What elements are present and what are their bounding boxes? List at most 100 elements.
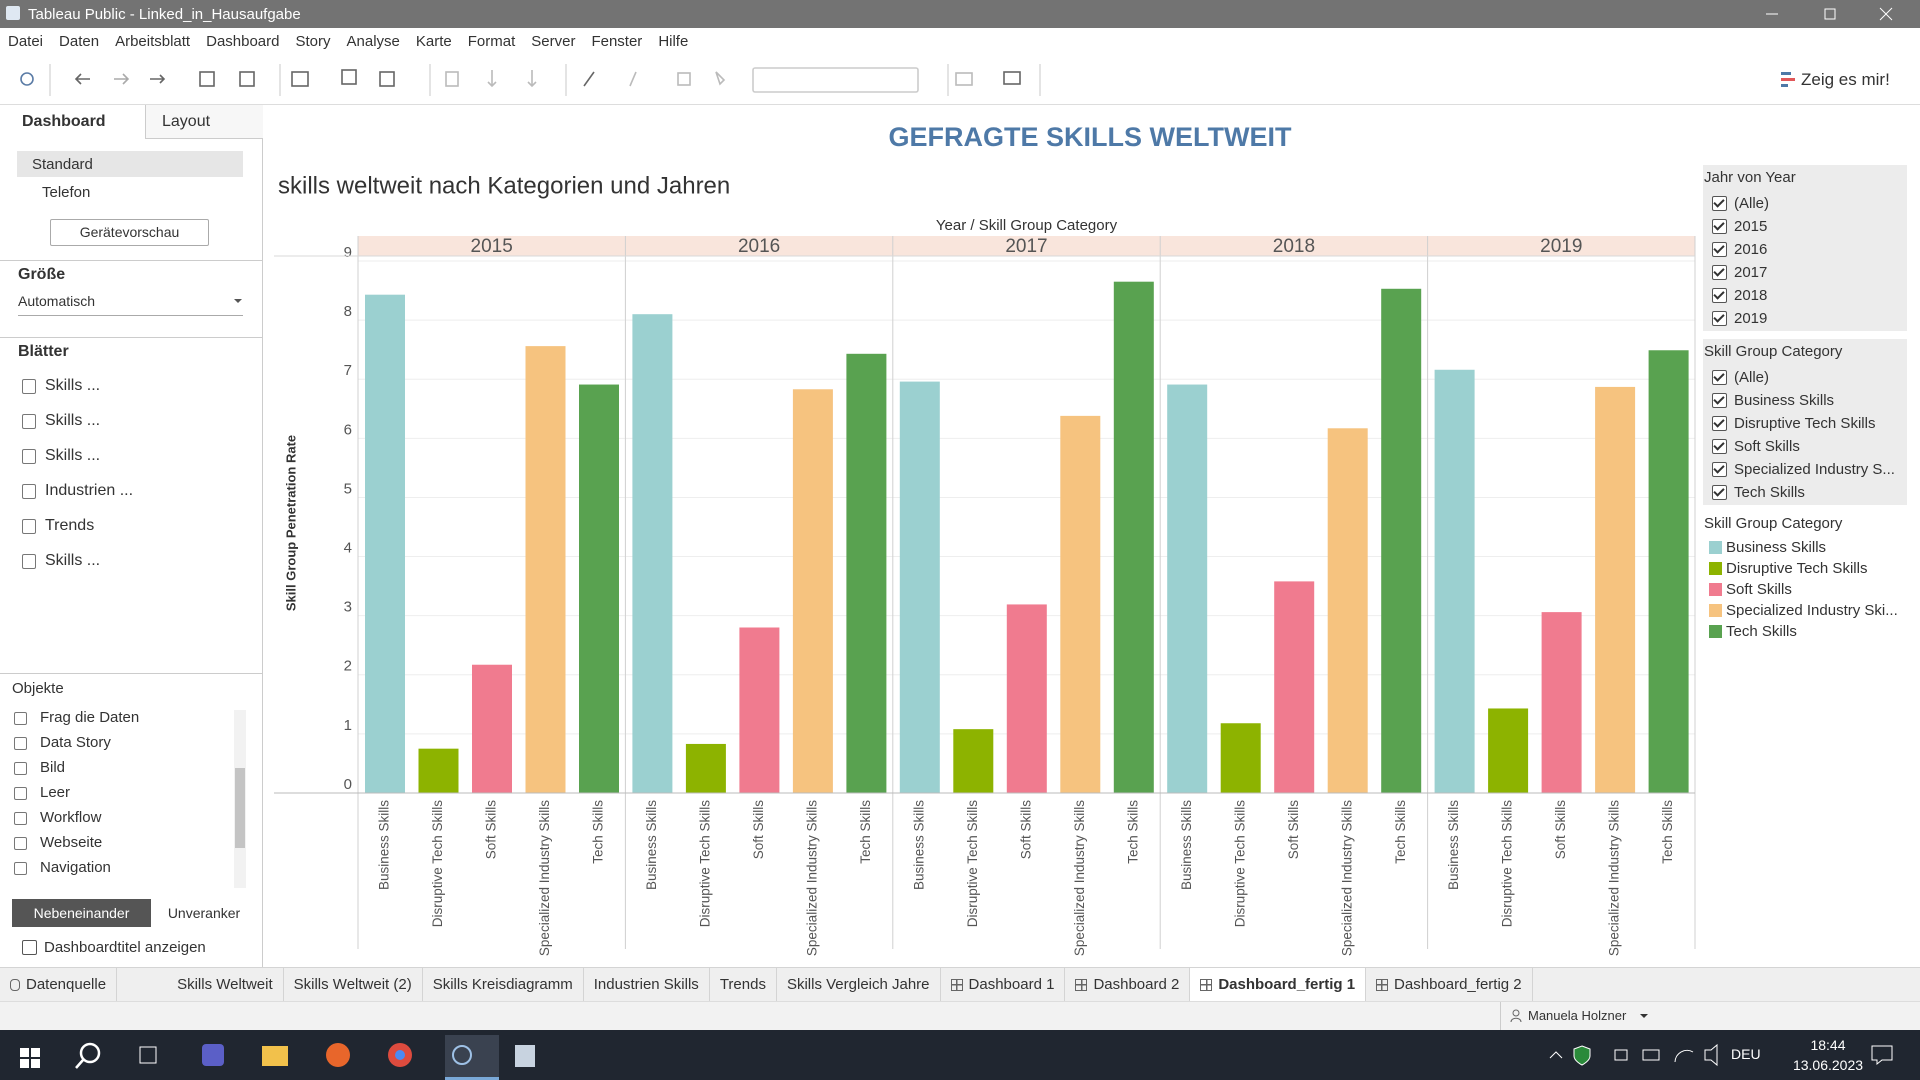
sidebar-tab[interactable]: Dashboard xyxy=(22,113,106,130)
filter-checkbox[interactable] xyxy=(1712,416,1727,431)
sheet-item[interactable]: Industrien ... xyxy=(45,482,134,499)
sheet-tab[interactable]: Skills Vergleich Jahre xyxy=(777,968,941,1001)
tab-label[interactable]: Dashboard_fertig 2 xyxy=(1394,976,1522,993)
menu-item[interactable]: Format xyxy=(467,33,516,50)
menu-item[interactable]: Arbeitsblatt xyxy=(115,33,191,50)
filter-checkbox[interactable] xyxy=(1712,370,1727,385)
menu-item[interactable]: Story xyxy=(295,33,331,50)
tray-icons[interactable] xyxy=(1545,1042,1735,1068)
filter-item[interactable]: 2019 xyxy=(1734,310,1768,327)
bar xyxy=(1060,415,1101,793)
x-tick-label: Business Skills xyxy=(1179,800,1194,890)
clock-date[interactable]: 13.06.2023 xyxy=(1792,1057,1864,1073)
language[interactable]: DEU xyxy=(1731,1046,1761,1062)
bar xyxy=(472,664,512,793)
sheet-item[interactable]: Skills ... xyxy=(45,552,101,569)
filter-item[interactable]: Business Skills xyxy=(1734,392,1835,409)
layout-button[interactable]: Unveranker xyxy=(167,905,241,921)
tab-label[interactable]: Skills Weltweit xyxy=(177,976,273,993)
user-name[interactable]: Manuela Holzner xyxy=(1528,1008,1627,1023)
object-item[interactable]: Webseite xyxy=(40,834,103,851)
sheet-tab[interactable]: Skills Weltweit (2) xyxy=(284,968,423,1001)
legend-item[interactable]: Specialized Industry Ski... xyxy=(1726,602,1898,619)
legend-item[interactable]: Soft Skills xyxy=(1726,581,1792,598)
size-dropdown[interactable]: Automatisch xyxy=(18,293,243,316)
tab-label[interactable]: Dashboard 1 xyxy=(968,976,1055,993)
menu-item[interactable]: Hilfe xyxy=(658,33,689,50)
filter-item[interactable]: Disruptive Tech Skills xyxy=(1734,415,1876,432)
tab-label[interactable]: Dashboard 2 xyxy=(1093,976,1180,993)
filter-checkbox[interactable] xyxy=(1712,462,1727,477)
checkbox[interactable] xyxy=(22,940,37,955)
filter-item[interactable]: (Alle) xyxy=(1734,369,1770,386)
clock-time[interactable]: 18:44 xyxy=(1810,1037,1846,1053)
sheet-tab[interactable]: Industrien Skills xyxy=(584,968,710,1001)
filter-checkbox[interactable] xyxy=(1712,485,1727,500)
sheet-tab[interactable]: Dashboard 2 xyxy=(1065,968,1191,1001)
object-item[interactable]: Navigation xyxy=(40,859,111,876)
device-preview-button[interactable]: Gerätevorschau xyxy=(50,219,209,246)
legend-item[interactable]: Business Skills xyxy=(1726,539,1827,556)
window-controls[interactable] xyxy=(1740,0,1920,28)
sheet-tab[interactable]: Dashboard 1 xyxy=(941,968,1066,1001)
layout-button[interactable]: Nebeneinander xyxy=(12,899,151,927)
sidebar-tab[interactable]: Layout xyxy=(162,113,211,130)
tab-label[interactable]: Trends xyxy=(719,976,766,993)
filter-item[interactable]: (Alle) xyxy=(1734,195,1770,212)
filter-item[interactable]: Specialized Industry S... xyxy=(1734,461,1895,478)
sheet-tab[interactable]: Dashboard_fertig 2 xyxy=(1366,968,1533,1001)
menu-item[interactable]: Datei xyxy=(8,33,44,50)
filter-checkbox[interactable] xyxy=(1712,196,1727,211)
object-item[interactable]: Leer xyxy=(40,784,71,801)
object-item[interactable]: Workflow xyxy=(40,809,102,826)
legend-item[interactable]: Tech Skills xyxy=(1726,623,1797,640)
object-item[interactable]: Frag die Daten xyxy=(40,709,140,726)
filter-checkbox[interactable] xyxy=(1712,311,1727,326)
filter-checkbox[interactable] xyxy=(1712,393,1727,408)
device-option[interactable]: Telefon xyxy=(42,184,91,201)
legend-item[interactable]: Disruptive Tech Skills xyxy=(1726,560,1868,577)
sheet-tab[interactable]: Trends xyxy=(710,968,777,1001)
filter-checkbox[interactable] xyxy=(1712,439,1727,454)
tab-label[interactable]: Skills Weltweit (2) xyxy=(293,976,412,993)
filter-item[interactable]: 2016 xyxy=(1734,241,1768,258)
filter-checkbox[interactable] xyxy=(1712,288,1727,303)
object-item[interactable]: Data Story xyxy=(40,734,111,751)
tab-label[interactable]: Industrien Skills xyxy=(593,976,699,993)
filter-item[interactable]: 2018 xyxy=(1734,287,1768,304)
scrollbar[interactable] xyxy=(234,710,246,888)
object-item[interactable]: Bild xyxy=(40,759,66,776)
notification-icon[interactable] xyxy=(1870,1044,1894,1066)
object-icon xyxy=(14,812,27,825)
menu-item[interactable]: Fenster xyxy=(591,33,643,50)
tab-label[interactable]: Skills Kreisdiagramm xyxy=(432,976,573,993)
menu-item[interactable]: Analyse xyxy=(346,33,400,50)
sheet-tab[interactable]: Dashboard_fertig 1 xyxy=(1190,968,1367,1001)
filter-item[interactable]: 2017 xyxy=(1734,264,1768,281)
tab-label[interactable]: Dashboard_fertig 1 xyxy=(1218,976,1356,993)
filter-checkbox[interactable] xyxy=(1712,219,1727,234)
filter-checkbox[interactable] xyxy=(1712,242,1727,257)
device-option[interactable]: Standard xyxy=(32,156,93,173)
tab-label[interactable]: Skills Vergleich Jahre xyxy=(786,976,930,993)
scrollbar-thumb[interactable] xyxy=(235,768,245,848)
menu-item[interactable]: Karte xyxy=(415,33,452,50)
menu-item[interactable]: Dashboard xyxy=(206,33,280,50)
menu-item[interactable]: Server xyxy=(531,33,576,50)
toolbar-icons[interactable] xyxy=(0,56,1100,104)
filter-item[interactable]: 2015 xyxy=(1734,218,1768,235)
sheet-tab[interactable]: Datenquelle xyxy=(0,968,118,1001)
taskbar-icons[interactable] xyxy=(0,1030,560,1080)
sheet-item[interactable]: Trends xyxy=(45,517,95,534)
sheet-tab[interactable]: Skills Kreisdiagramm xyxy=(423,968,584,1001)
filter-item[interactable]: Soft Skills xyxy=(1734,438,1800,455)
sheet-item[interactable]: Skills ... xyxy=(45,377,101,394)
sheet-item[interactable]: Skills ... xyxy=(45,412,101,429)
filter-checkbox[interactable] xyxy=(1712,265,1727,280)
sheet-tab[interactable]: Skills Weltweit xyxy=(167,968,284,1001)
tab-label[interactable]: Datenquelle xyxy=(26,976,107,993)
sheet-item[interactable]: Skills ... xyxy=(45,447,101,464)
show-me-button[interactable]: Zeig es mir! xyxy=(1801,70,1890,89)
menu-item[interactable]: Daten xyxy=(59,33,100,50)
filter-item[interactable]: Tech Skills xyxy=(1734,484,1805,501)
